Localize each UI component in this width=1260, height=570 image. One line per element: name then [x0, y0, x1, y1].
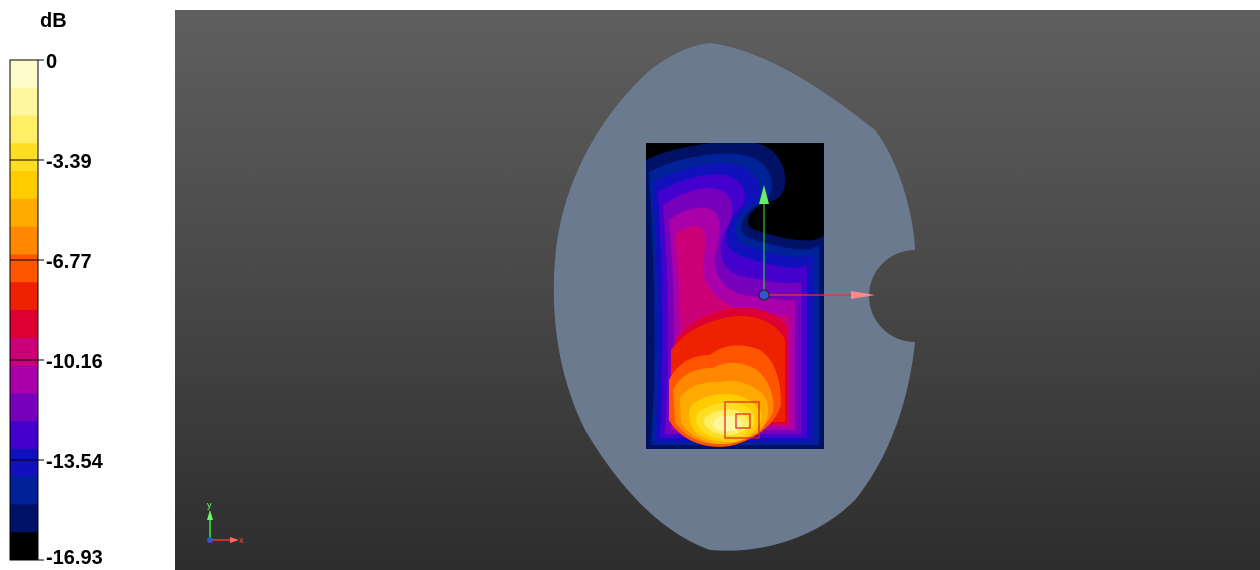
triad-y-label: y: [207, 500, 212, 510]
legend-color-band: [10, 365, 38, 394]
3d-viewport[interactable]: y x: [175, 10, 1260, 570]
legend-color-bar: [10, 60, 38, 561]
color-scale-legend: dB 0 -3.39 -6.77 -10.16 -13.54 -16.93: [0, 0, 175, 570]
legend-color-band: [10, 87, 38, 117]
legend-color-band: [10, 421, 38, 450]
legend-tick-label: -13.54: [46, 451, 104, 473]
gizmo-origin[interactable]: [758, 289, 770, 301]
legend-color-band: [10, 115, 38, 144]
legend-color-band: [10, 476, 38, 505]
legend-tick-label: 0: [46, 51, 57, 73]
legend-color-band: [10, 60, 38, 89]
legend-unit: dB: [40, 10, 67, 32]
legend-color-band: [10, 198, 38, 228]
legend-color-band: [10, 226, 38, 255]
orientation-triad: y x: [207, 500, 244, 545]
legend-tick-label: -16.93: [46, 547, 103, 569]
legend-color-band: [10, 337, 38, 367]
legend-color-band: [10, 448, 38, 478]
legend-color-band: [10, 310, 38, 339]
legend-tick-label: -6.77: [46, 251, 92, 273]
legend-color-band: [10, 143, 38, 172]
legend-color-band: [10, 393, 38, 422]
legend-color-band: [10, 282, 38, 311]
legend-tick-label: -10.16: [46, 351, 103, 373]
legend-color-band: [10, 532, 38, 561]
legend-tick-label: -3.39: [46, 151, 92, 173]
x-axis-arrow[interactable]: [851, 291, 875, 299]
source-outer-box: [724, 401, 760, 439]
source-inner-box: [735, 413, 751, 429]
legend-color-band: [10, 504, 38, 533]
transform-gizmo[interactable]: [758, 185, 875, 301]
y-axis-arrow[interactable]: [759, 185, 769, 204]
legend-color-band: [10, 171, 38, 200]
triad-x-label: x: [239, 535, 244, 545]
legend-ticks: 0 -3.39 -6.77 -10.16 -13.54 -16.93: [10, 51, 104, 569]
field-distribution-map: [646, 143, 824, 449]
legend-color-band: [10, 254, 38, 283]
